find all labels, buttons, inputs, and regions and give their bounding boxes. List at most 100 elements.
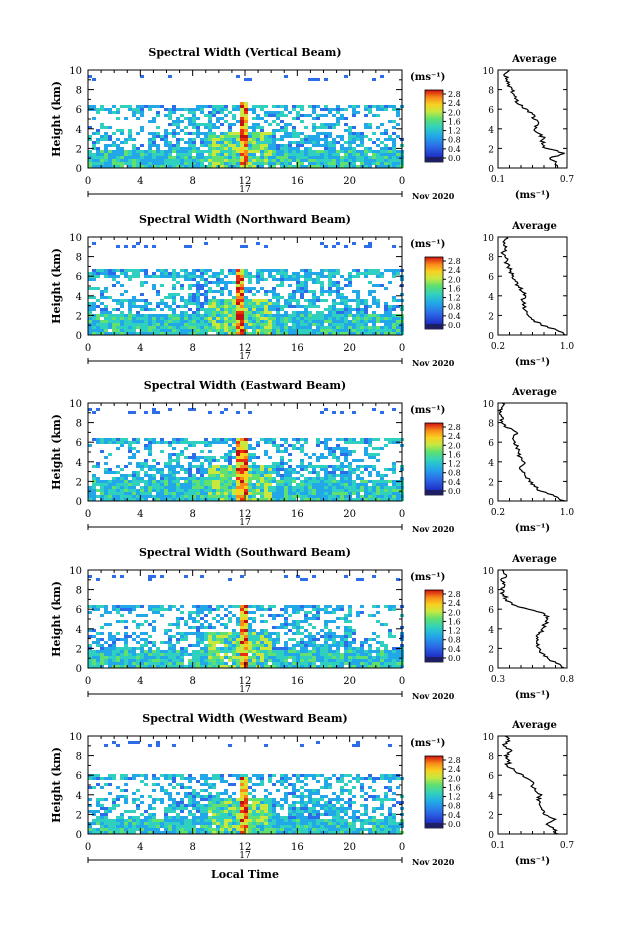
heatmap-cell (344, 662, 348, 665)
heatmap-cell (328, 495, 332, 498)
heatmap-cell (268, 441, 272, 444)
heatmap-cell (328, 656, 332, 659)
heatmap-cell (240, 644, 244, 647)
heatmap-cell (132, 495, 136, 498)
heatmap-cell (276, 314, 280, 317)
heatmap-cell (176, 641, 180, 644)
heatmap-cell (380, 147, 384, 150)
heatmap-cell (248, 147, 252, 150)
panel-title: Spectral Width (Southward Beam) (139, 546, 351, 559)
heatmap-cell (216, 477, 220, 480)
heatmap-cell (320, 150, 324, 153)
heatmap-cell (124, 635, 128, 638)
heatmap-cell (240, 453, 244, 456)
heatmap-cell (152, 620, 156, 623)
heatmap-cell (192, 611, 196, 614)
heatmap-cell (232, 150, 236, 153)
heatmap-cell (320, 153, 324, 156)
heatmap-cell (92, 308, 96, 311)
heatmap-cell (96, 156, 100, 159)
heatmap-cell (236, 311, 240, 314)
heatmap-cell (220, 441, 224, 444)
heatmap-cell (224, 641, 228, 644)
heatmap-cell (132, 656, 136, 659)
heatmap-cell (172, 165, 176, 168)
heatmap-cell (356, 489, 360, 492)
heatmap-cell (280, 623, 284, 626)
heatmap-cell (272, 653, 276, 656)
heatmap-cell (128, 647, 132, 650)
heatmap-cell (372, 114, 376, 117)
heatmap-cell (176, 153, 180, 156)
heatmap-cell (172, 323, 176, 326)
heatmap-cell (280, 275, 284, 278)
heatmap-cell (132, 605, 136, 608)
heatmap-cell (360, 650, 364, 653)
heatmap-cell (132, 150, 136, 153)
heatmap-cell (348, 144, 352, 147)
heatmap-cell (308, 465, 312, 468)
heatmap-cell (384, 302, 388, 305)
heatmap-cell (136, 495, 140, 498)
heatmap-cell (296, 329, 300, 332)
heatmap-cell (140, 162, 144, 165)
heatmap-cell (200, 293, 204, 296)
heatmap-cell (356, 272, 360, 275)
heatmap-cell (380, 483, 384, 486)
heatmap-cell (236, 135, 240, 138)
heatmap-cell (344, 635, 348, 638)
heatmap-cell (100, 665, 104, 668)
heatmap-cell (228, 150, 232, 153)
heatmap-cell (184, 441, 188, 444)
heatmap-cell (316, 138, 320, 141)
heatmap-cell (352, 450, 356, 453)
x-tick-label: 0 (85, 176, 91, 187)
heatmap-cell (212, 647, 216, 650)
heatmap-cell (300, 114, 304, 117)
heatmap-cell (284, 477, 288, 480)
heatmap-cell (208, 611, 212, 614)
heatmap-cell (372, 296, 376, 299)
heatmap-cell (260, 486, 264, 489)
heatmap-cell (108, 647, 112, 650)
heatmap-cell (100, 314, 104, 317)
heatmap-cell (256, 308, 260, 311)
heatmap-cell (348, 438, 352, 441)
heatmap-cell (380, 272, 384, 275)
heatmap-cell (284, 132, 288, 135)
heatmap-cell (232, 465, 236, 468)
heatmap-cell (368, 332, 372, 335)
heatmap-cell (380, 659, 384, 662)
heatmap-cell (112, 299, 116, 302)
heatmap-cell (372, 498, 376, 501)
heatmap-cell (380, 495, 384, 498)
heatmap-cell (260, 662, 264, 665)
heatmap-cell (248, 126, 252, 129)
heatmap-cell (344, 323, 348, 326)
heatmap-cell (240, 665, 244, 668)
heatmap-cell (268, 632, 272, 635)
heatmap-cell (348, 320, 352, 323)
heatmap-cell (92, 656, 96, 659)
heatmap-cell (348, 492, 352, 495)
heatmap-cell (232, 644, 236, 647)
heatmap-cell (316, 317, 320, 320)
heatmap-cell (216, 278, 220, 281)
heatmap-cell (308, 299, 312, 302)
heatmap-cell (360, 486, 364, 489)
heatmap-cell (188, 159, 192, 162)
heatmap-cell (268, 305, 272, 308)
heatmap-cell (356, 468, 360, 471)
heatmap-cell (184, 275, 188, 278)
heatmap-cell (312, 272, 316, 275)
heatmap-cell (336, 308, 340, 311)
heatmap-cell (332, 608, 336, 611)
heatmap-cell (240, 462, 244, 465)
heatmap-cell (184, 245, 188, 248)
heatmap-cell (108, 623, 112, 626)
heatmap-cell (328, 287, 332, 290)
heatmap-cell (364, 147, 368, 150)
heatmap-cell (256, 114, 260, 117)
heatmap-cell (224, 305, 228, 308)
heatmap-cell (292, 653, 296, 656)
